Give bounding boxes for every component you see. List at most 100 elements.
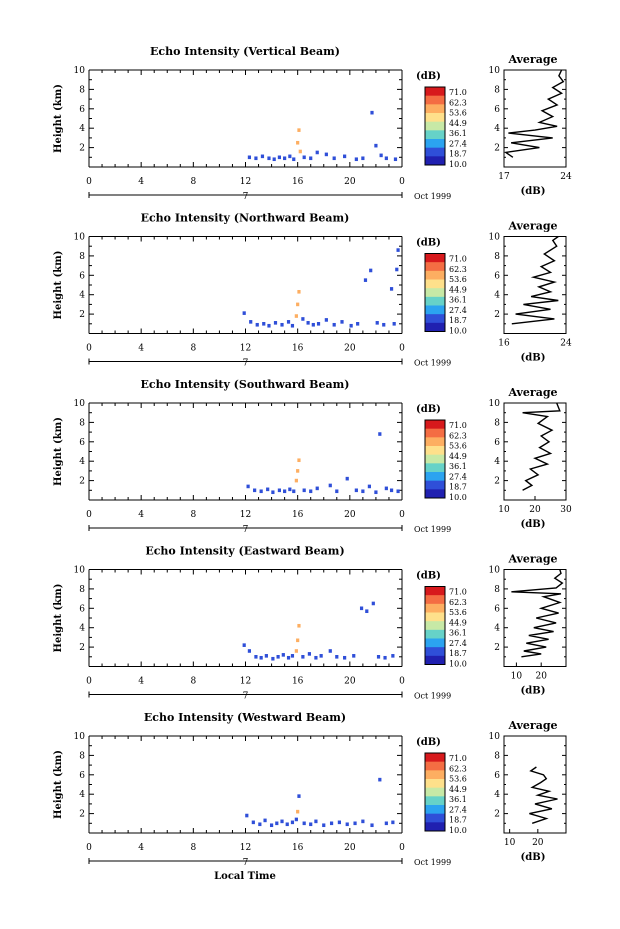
colorbar-swatch [425,647,445,657]
colorbar-label: 27.4 [449,139,467,148]
echo-cell [354,157,358,162]
echo-cell [328,483,332,488]
x-tick-label: 16 [292,177,304,187]
average-profile-line [503,69,565,158]
echo-cell [384,486,388,491]
colorbar-label: 53.6 [449,275,467,284]
echo-cell [374,490,378,495]
colorbar-label: 62.3 [449,431,467,440]
average-frame [503,236,567,334]
echo-cell [332,322,336,327]
echo-cell [396,248,400,252]
average-y-tick-label: 6 [494,771,500,781]
echo-cell [361,819,365,824]
average-profile-line [522,402,561,491]
colorbar-swatch [425,130,445,140]
colorbar-swatch [425,463,445,473]
echo-cell [246,484,250,489]
echo-cell [352,654,356,658]
colorbar-swatch [425,480,445,490]
colorbar-label: 36.1 [449,795,467,804]
echo-cell [376,655,381,659]
echo-cell [353,821,357,826]
y-axis-label: Height (km) [53,84,64,153]
average-y-tick-label: 2 [494,144,500,154]
x-tick-label: 0 [86,177,92,187]
y-tick-label: 4 [79,457,85,467]
x-tick-label: 20 [344,843,356,853]
echo-cell [335,655,339,659]
y-tick-label: 2 [79,477,85,487]
echo-cell [370,110,374,115]
colorbar-swatch [425,296,445,306]
echo-cell [258,822,262,827]
echo-cell [359,606,364,611]
echo-cell [242,311,246,315]
echo-cell [395,267,399,272]
average-y-tick-label: 10 [489,233,501,243]
average-x-label: (dB) [521,519,546,530]
date-day-label: 7 [243,192,249,202]
y-tick-label: 8 [79,252,85,262]
colorbar-label: 53.6 [449,775,467,784]
y-tick-label: 10 [74,66,86,76]
colorbar-swatch [425,139,445,149]
average-y-tick-label: 10 [489,732,501,742]
average-y-tick-label: 10 [489,566,501,576]
average-title: Average [507,386,557,399]
echo-cell [302,155,306,160]
echo-cell [253,488,257,493]
y-tick-label: 4 [79,624,85,634]
echo-cell [309,156,313,161]
echo-cell [345,476,349,481]
echo-cell [296,302,300,307]
average-y-tick-label: 10 [489,399,501,409]
average-y-tick-label: 2 [494,477,500,487]
echo-cell [254,156,258,161]
colorbar-frame [424,752,446,832]
colorbar-label: 18.7 [449,316,467,325]
x-tick-label: 0 [399,677,405,687]
colorbar-swatch [425,489,445,499]
average-y-tick-label: 8 [494,252,500,262]
echo-cell [263,818,267,823]
colorbar-unit: (dB) [416,571,441,582]
average-x-tick-label: 24 [560,339,572,349]
echo-cell [290,820,295,825]
echo-cell [296,809,300,814]
echo-cell [302,821,306,826]
colorbar-swatch [425,655,445,665]
x-tick-label: 0 [86,843,92,853]
x-tick-label: 0 [399,344,405,354]
echo-cell [306,321,310,325]
y-tick-label: 8 [79,751,85,761]
average-x-tick-label: 30 [560,505,572,515]
colorbar-swatch [425,437,445,447]
colorbar-swatch [425,586,445,596]
colorbar-swatch [425,796,445,806]
colorbar-label: 18.7 [449,649,467,658]
echo-cell [297,289,301,294]
colorbar-label: 53.6 [449,442,467,451]
average-x-tick-label: 24 [560,172,572,182]
echo-cell [247,155,252,160]
colorbar-frame [424,86,446,166]
average-y-tick-label: 2 [494,310,500,320]
echo-cell [285,822,289,827]
colorbar-swatch [425,87,445,97]
echo-cell [315,486,319,491]
colorbar-label: 36.1 [449,129,467,138]
date-month-label: Oct 1999 [414,359,451,368]
average-y-tick-label: 6 [494,271,500,281]
average-profile-line [511,569,564,658]
colorbar-swatch [425,629,445,639]
colorbar-swatch [425,603,445,613]
panel-title: Echo Intensity (Vertical Beam) [150,45,340,58]
echo-cell [314,819,318,824]
beam-panels: Echo Intensity (Vertical Beam)246810Heig… [53,45,572,868]
x-tick-label: 8 [190,843,196,853]
x-tick-label: 0 [86,344,92,354]
echo-cell [288,154,292,159]
echo-cell [294,649,298,653]
echo-cell [242,643,246,647]
